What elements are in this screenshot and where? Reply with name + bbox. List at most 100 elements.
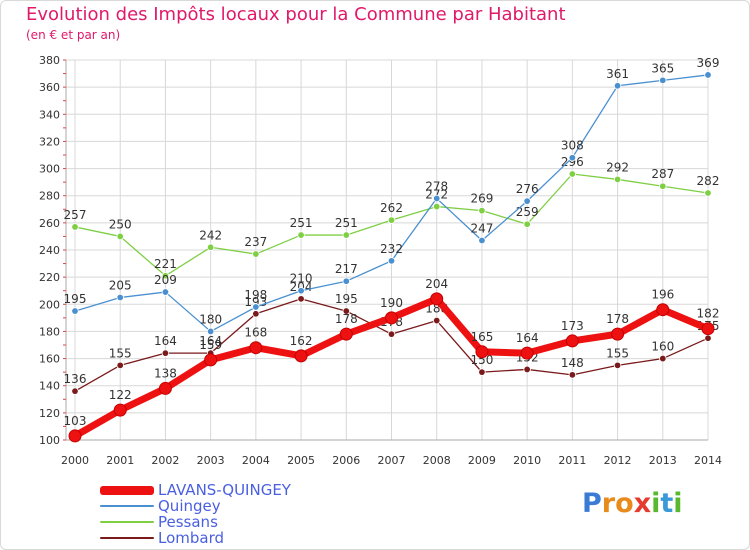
- data-point-lombard: [568, 371, 577, 379]
- data-label-pessans: 287: [651, 167, 674, 181]
- data-point-lavans-quingey: [113, 403, 127, 417]
- logo-letter: i: [673, 488, 683, 519]
- data-label-pessans: 250: [109, 217, 132, 231]
- x-tick-label: 2008: [423, 454, 451, 467]
- data-point-lavans-quingey: [611, 327, 625, 341]
- y-tick-label: 340: [39, 108, 60, 121]
- data-label-quingey: 276: [516, 182, 539, 196]
- data-point-lombard: [387, 330, 396, 338]
- data-label-quingey: 195: [64, 292, 87, 306]
- y-tick-label: 360: [39, 81, 60, 94]
- data-point-pessans: [704, 189, 712, 197]
- data-label-quingey: 278: [425, 179, 448, 193]
- legend-item-lombard[interactable]: Lombard: [100, 529, 291, 547]
- data-point-pessans: [297, 231, 305, 239]
- data-point-lombard: [613, 361, 622, 370]
- y-tick-label: 100: [39, 434, 60, 447]
- y-tick-label: 120: [39, 407, 60, 420]
- data-point-quingey: [704, 71, 712, 79]
- x-tick-label: 2009: [468, 454, 496, 467]
- data-label-quingey: 210: [290, 272, 313, 286]
- data-point-lombard: [478, 368, 486, 376]
- data-point-quingey: [478, 236, 486, 245]
- data-point-lavans-quingey: [520, 346, 534, 360]
- logo-letter: x: [633, 488, 652, 519]
- data-point-lombard: [297, 295, 305, 303]
- data-point-quingey: [387, 257, 396, 265]
- data-label-pessans: 296: [561, 155, 584, 169]
- data-point-quingey: [161, 288, 170, 296]
- chart-legend: LAVANS-QUINGEY Quingey Pessans Lombard: [100, 481, 291, 547]
- data-label-quingey: 209: [154, 273, 177, 287]
- data-point-lombard: [71, 387, 79, 395]
- x-tick-label: 2010: [513, 454, 541, 467]
- data-point-quingey: [659, 76, 667, 85]
- data-point-pessans: [478, 206, 486, 215]
- data-label-lavans-quingey: 168: [244, 326, 267, 340]
- data-point-lombard: [342, 307, 350, 315]
- y-tick-label: 320: [39, 135, 60, 148]
- y-tick-label: 180: [39, 325, 60, 338]
- logo-letter: o: [615, 488, 634, 519]
- data-point-lavans-quingey: [158, 381, 172, 395]
- data-point-lombard: [659, 354, 667, 363]
- data-label-pessans: 292: [606, 160, 629, 174]
- data-point-lavans-quingey: [249, 341, 263, 355]
- data-point-pessans: [433, 202, 441, 211]
- logo-letter: i: [651, 488, 661, 519]
- data-label-lombard: 204: [290, 280, 313, 294]
- data-label-lombard: 155: [606, 346, 629, 360]
- data-point-lavans-quingey: [385, 311, 398, 325]
- x-tick-label: 2014: [694, 454, 722, 467]
- x-tick-label: 2013: [649, 454, 677, 467]
- legend-item-quingey[interactable]: Quingey: [100, 497, 291, 515]
- x-tick-label: 2007: [378, 454, 406, 467]
- y-tick-label: 140: [39, 380, 60, 393]
- data-point-pessans: [568, 170, 577, 178]
- data-label-lombard: 164: [199, 334, 222, 348]
- chart-subtitle: (en € et par an): [26, 28, 121, 42]
- legend-item-lavans-quingey[interactable]: LAVANS-QUINGEY: [100, 481, 291, 499]
- data-label-lombard: 164: [154, 334, 177, 348]
- data-label-pessans: 262: [380, 201, 403, 215]
- x-tick-label: 2012: [604, 454, 632, 467]
- data-point-pessans: [116, 232, 124, 241]
- data-label-quingey: 205: [109, 279, 132, 293]
- y-tick-label: 240: [39, 244, 60, 257]
- data-label-quingey: 232: [380, 242, 403, 256]
- data-point-pessans: [161, 272, 170, 280]
- data-point-lombard: [161, 349, 170, 357]
- data-point-pessans: [252, 250, 260, 258]
- data-point-quingey: [613, 82, 622, 90]
- data-label-pessans: 269: [470, 192, 493, 206]
- data-point-quingey: [71, 307, 79, 315]
- data-label-lavans-quingey: 162: [290, 334, 313, 348]
- legend-item-pessans[interactable]: Pessans: [100, 513, 291, 531]
- legend-swatch-pessans: [100, 521, 154, 523]
- legend-label-quingey: Quingey: [158, 497, 221, 515]
- chart-title: Evolution des Impôts locaux pour la Comm…: [26, 4, 566, 25]
- x-tick-label: 2005: [287, 454, 315, 467]
- x-tick-label: 2001: [106, 454, 134, 467]
- data-label-quingey: 180: [199, 312, 222, 326]
- data-label-lombard: 160: [651, 340, 674, 354]
- data-label-lombard: 136: [64, 372, 87, 386]
- data-point-lavans-quingey: [204, 353, 218, 367]
- legend-label-lombard: Lombard: [158, 529, 225, 547]
- data-label-pessans: 272: [425, 188, 448, 202]
- data-label-quingey: 369: [697, 56, 720, 70]
- data-label-pessans: 282: [697, 174, 720, 188]
- data-label-pessans: 251: [290, 216, 313, 230]
- data-label-lavans-quingey: 204: [425, 277, 448, 291]
- data-point-lombard: [252, 310, 260, 318]
- data-label-pessans: 237: [244, 235, 267, 249]
- legend-swatch-quingey: [100, 505, 154, 507]
- data-point-quingey: [342, 277, 350, 285]
- data-point-lombard: [116, 361, 124, 370]
- data-label-pessans: 251: [335, 216, 358, 230]
- data-point-lavans-quingey: [565, 334, 579, 348]
- data-point-quingey: [433, 194, 441, 203]
- legend-swatch-lombard: [100, 537, 154, 539]
